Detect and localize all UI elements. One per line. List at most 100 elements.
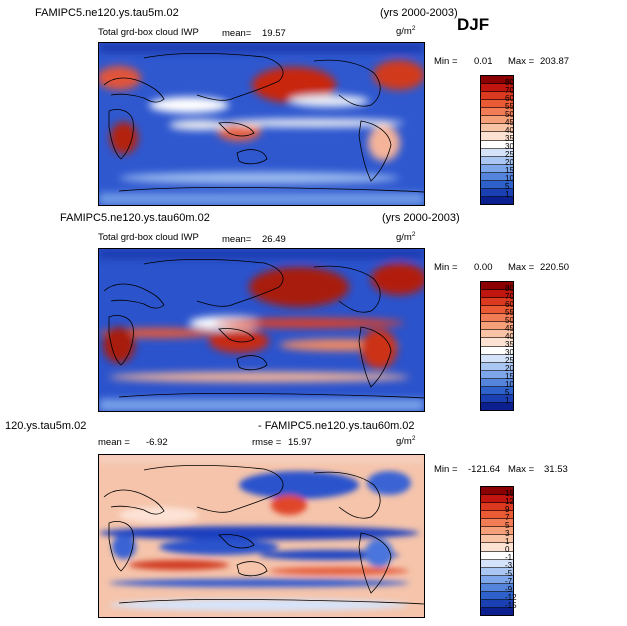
colorbar-swatch — [481, 322, 513, 331]
panel-2-mean-value: 26.49 — [262, 234, 286, 245]
colorbar-tick-label: 20 — [505, 364, 514, 373]
panel-1-colorbar-ticks: 80 70 60 55 50 45 40 35 30 25 20 15 10 5 1 — [505, 75, 535, 203]
colorbar-tick-label: 35 — [505, 340, 514, 349]
panel-2-case-name: FAMIPC5.ne120.ys.tau60m.02 — [60, 212, 210, 224]
colorbar-swatch — [481, 495, 513, 504]
colorbar-swatch — [481, 394, 513, 403]
colorbar-tick-label: 12 — [505, 497, 514, 506]
colorbar-swatch — [481, 402, 513, 410]
colorbar-tick-label: 30 — [505, 142, 514, 151]
colorbar-tick-label: 15 — [505, 489, 514, 498]
panel-2-coastlines — [103, 258, 424, 399]
colorbar-swatch — [481, 116, 513, 125]
colorbar-swatch — [481, 527, 513, 536]
colorbar-tick-label: 55 — [505, 308, 514, 317]
panel-3-field — [99, 455, 424, 611]
colorbar-swatch — [481, 172, 513, 181]
colorbar-tick-label: 10 — [505, 174, 514, 183]
panel-1-map — [98, 42, 425, 206]
panel-3-colorbar-ticks: 15 12 9 7 5 3 1 0 -1 -3 -5 -7 -9 -12 -15 — [505, 486, 535, 614]
panel-1-field — [99, 43, 424, 205]
colorbar-tick-label: 1 — [505, 537, 510, 546]
colorbar-swatch — [481, 92, 513, 101]
colorbar-tick-label: 5 — [505, 521, 510, 530]
colorbar-tick-label: 50 — [505, 110, 514, 119]
colorbar-tick-label: -3 — [505, 561, 513, 570]
panel-2-years: (yrs 2000-2003) — [382, 212, 460, 224]
colorbar-swatch — [481, 519, 513, 528]
colorbar-tick-label: 5 — [505, 388, 510, 397]
colorbar-swatch — [481, 156, 513, 165]
colorbar-swatch — [481, 196, 513, 204]
colorbar-tick-label: 30 — [505, 348, 514, 357]
colorbar-tick-label: 80 — [505, 284, 514, 293]
colorbar-swatch — [481, 503, 513, 512]
colorbar-swatch — [481, 100, 513, 109]
colorbar-swatch — [481, 188, 513, 197]
colorbar-tick-label: 25 — [505, 356, 514, 365]
colorbar-tick-label: 80 — [505, 78, 514, 87]
panel-3-map — [98, 454, 425, 618]
colorbar-swatch — [481, 108, 513, 117]
colorbar-tick-label: 25 — [505, 150, 514, 159]
colorbar-tick-label: 70 — [505, 292, 514, 301]
colorbar-swatch — [481, 338, 513, 347]
colorbar-tick-label: 45 — [505, 324, 514, 333]
colorbar-tick-label: 40 — [505, 332, 514, 341]
panel-3-max-label: Max = — [508, 464, 535, 475]
colorbar-swatch — [481, 511, 513, 520]
panel-3-rmse-label: rmse = — [252, 437, 282, 448]
colorbar-tick-label: 60 — [505, 94, 514, 103]
colorbar-swatch — [481, 164, 513, 173]
colorbar-swatch — [481, 140, 513, 149]
panel-1-variable-label: Total grd-box cloud IWP — [98, 27, 199, 38]
colorbar-swatch — [481, 76, 513, 85]
colorbar-swatch — [481, 84, 513, 93]
colorbar-swatch — [481, 551, 513, 560]
panel-2-colorbar — [480, 281, 514, 411]
season-label: DJF — [457, 15, 490, 34]
panel-2-units: g/m2 — [396, 231, 416, 243]
colorbar-tick-label: -12 — [505, 593, 517, 602]
colorbar-tick-label: 10 — [505, 380, 514, 389]
colorbar-tick-label: 55 — [505, 102, 514, 111]
colorbar-tick-label: 60 — [505, 300, 514, 309]
colorbar-swatch — [481, 386, 513, 395]
colorbar-swatch — [481, 346, 513, 355]
colorbar-swatch — [481, 535, 513, 544]
colorbar-swatch — [481, 330, 513, 339]
colorbar-tick-label: 20 — [505, 158, 514, 167]
colorbar-tick-label: 50 — [505, 316, 514, 325]
panel-2-map — [98, 248, 425, 412]
colorbar-tick-label: -7 — [505, 577, 513, 586]
colorbar-swatch — [481, 306, 513, 315]
colorbar-tick-label: 45 — [505, 118, 514, 127]
panel-2-colorbar-ticks: 80 70 60 55 50 45 40 35 30 25 20 15 10 5 1 — [505, 281, 535, 409]
panel-3-coastlines — [103, 464, 424, 605]
panel-3-min-label: Min = — [434, 464, 458, 475]
colorbar-swatch — [481, 575, 513, 584]
panel-2-field — [99, 249, 424, 411]
panel-3-colorbar — [480, 486, 514, 616]
colorbar-swatch — [481, 567, 513, 576]
colorbar-swatch — [481, 298, 513, 307]
colorbar-tick-label: 15 — [505, 166, 514, 175]
colorbar-tick-label: -15 — [505, 601, 517, 610]
colorbar-swatch — [481, 148, 513, 157]
colorbar-swatch — [481, 487, 513, 496]
panel-3-case-name: 120.ys.tau5m.02 — [5, 420, 87, 432]
colorbar-swatch — [481, 354, 513, 363]
colorbar-swatch — [481, 370, 513, 379]
panel-3-mean-label: mean = — [98, 437, 130, 448]
panel-2-min-value: 0.00 — [474, 262, 493, 273]
colorbar-tick-label: 40 — [505, 126, 514, 135]
colorbar-tick-label: 7 — [505, 513, 510, 522]
colorbar-swatch — [481, 607, 513, 615]
panel-1-colorbar — [480, 75, 514, 205]
colorbar-swatch — [481, 583, 513, 592]
panel-3-units: g/m2 — [396, 435, 416, 447]
colorbar-tick-label: 5 — [505, 182, 510, 191]
colorbar-swatch — [481, 180, 513, 189]
panel-3-min-value: -121.64 — [468, 464, 501, 475]
colorbar-swatch — [481, 543, 513, 552]
